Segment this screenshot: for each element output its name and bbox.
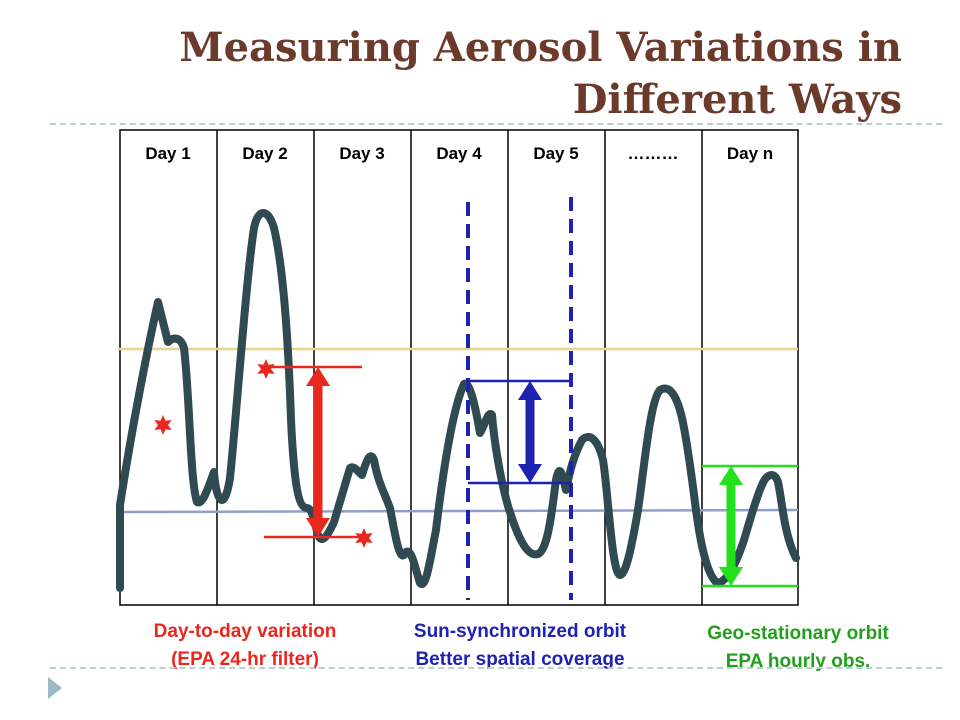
sun-sync-caption: Sun-synchronized orbit Better spatial co… [380, 618, 660, 674]
column-header-day-3: Day 3 [339, 144, 384, 163]
geo-caption-line2: EPA hourly obs. [725, 651, 871, 672]
aerosol-curve [116, 209, 800, 592]
slide-title: Measuring Aerosol Variations in Differen… [142, 22, 902, 126]
sun-sync-arrow-head-down [518, 464, 542, 483]
column-header-day-1: Day 1 [145, 144, 190, 163]
column-header-day-4: Day 4 [436, 144, 482, 163]
footer-divider [50, 667, 942, 669]
day-to-day-caption-line1: Day-to-day variation [153, 621, 337, 642]
day-to-day-arrow-head-up [306, 367, 330, 386]
day-to-day-caption: Day-to-day variation (EPA 24-hr filter) [110, 618, 380, 674]
sun-sync-arrow-head-up [518, 381, 542, 400]
day-table-frame [119, 129, 799, 606]
geo-arrow-head-up [719, 466, 743, 485]
column-header-day-5: Day 5 [533, 144, 578, 163]
sample-star-icon [355, 528, 373, 548]
column-header-day-n: Day n [727, 144, 773, 163]
lower-reference-line [117, 508, 799, 514]
triangle-right-icon [48, 677, 62, 699]
sample-star-icon [257, 359, 275, 379]
geo-caption-line1: Geo-stationary orbit [707, 623, 889, 644]
slide-title-line2: Different Ways [572, 76, 902, 123]
sample-star-icon [154, 415, 172, 435]
column-header-day-2: Day 2 [242, 144, 287, 163]
day-to-day-caption-line2: (EPA 24-hr filter) [171, 649, 319, 670]
sun-sync-caption-line1: Sun-synchronized orbit [413, 621, 627, 642]
geo-arrow-head-down [719, 567, 743, 586]
column-header-ellipsis: ……… [628, 144, 679, 163]
sun-sync-caption-line2: Better spatial coverage [415, 649, 625, 670]
slide-title-line1: Measuring Aerosol Variations in [179, 24, 902, 71]
day-to-day-arrow-head-down [306, 518, 330, 537]
title-divider [50, 123, 942, 125]
geo-caption: Geo-stationary orbit EPA hourly obs. [668, 620, 928, 676]
